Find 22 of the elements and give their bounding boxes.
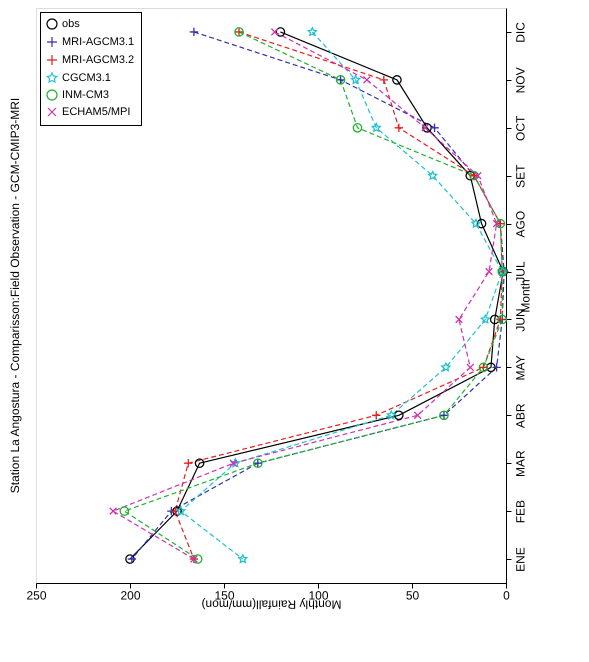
text: Station La Angostura - Comparisson:Field Observation - GCM-CMIP3-MRI <box>8 98 22 494</box>
y-tick-label: OCT <box>514 114 528 141</box>
legend-label: MRI-AGCM3.1 <box>62 36 134 48</box>
y-tick-label: AGO <box>514 210 528 238</box>
y-tick-label: NOV <box>514 67 528 94</box>
y-tick-label: DIC <box>514 22 528 43</box>
y-tick-label: SET <box>514 164 528 188</box>
legend-label: CGCM3.1 <box>62 72 111 84</box>
x-axis-title: Monthly Rainfall(mm/mon) <box>201 598 342 612</box>
y-tick-label: MAR <box>514 450 528 478</box>
y-tick-label: MAY <box>514 355 528 380</box>
y-tick-label: ABR <box>514 403 528 428</box>
y-tick-label: FEB <box>514 500 528 524</box>
legend-label: MRI-AGCM3.2 <box>62 54 134 66</box>
legend-label: obs <box>62 18 80 30</box>
x-tick-label: 0 <box>503 588 510 602</box>
legend-label: INM-CM3 <box>62 89 110 101</box>
x-tick-label: 200 <box>120 588 141 602</box>
x-tick-label: 250 <box>26 588 47 602</box>
x-tick-label: 50 <box>406 588 420 602</box>
y-tick-label: ENE <box>514 547 528 572</box>
legend-label: ECHAM5/MPI <box>62 106 130 118</box>
